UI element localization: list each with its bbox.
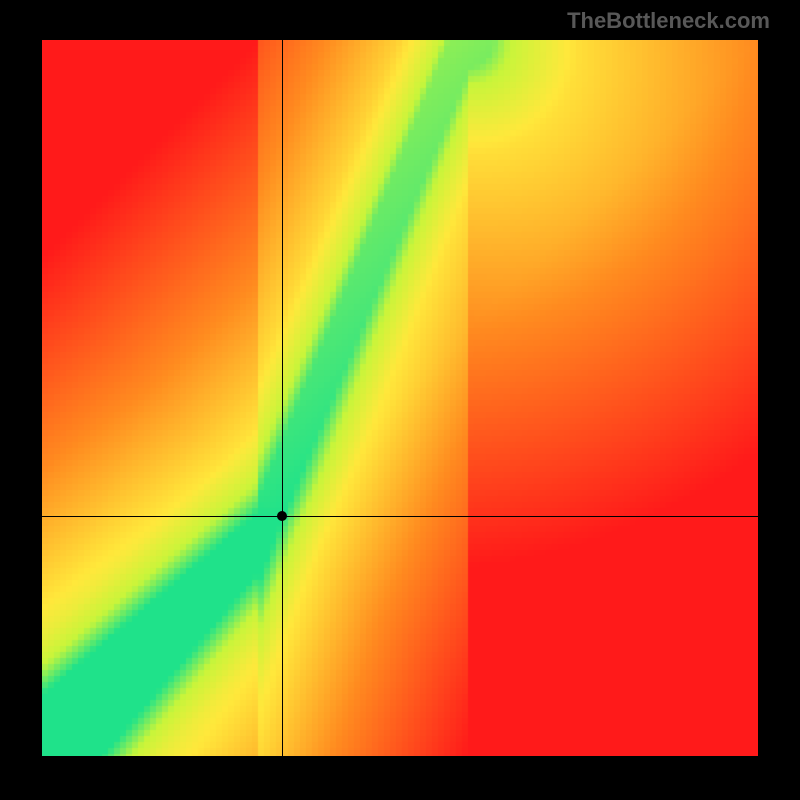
crosshair-horizontal — [42, 516, 758, 517]
chart-container: TheBottleneck.com — [0, 0, 800, 800]
heatmap-area — [42, 40, 758, 756]
watermark-text: TheBottleneck.com — [567, 8, 770, 34]
crosshair-dot — [277, 511, 287, 521]
heatmap-canvas — [42, 40, 758, 756]
crosshair-vertical — [282, 40, 283, 756]
